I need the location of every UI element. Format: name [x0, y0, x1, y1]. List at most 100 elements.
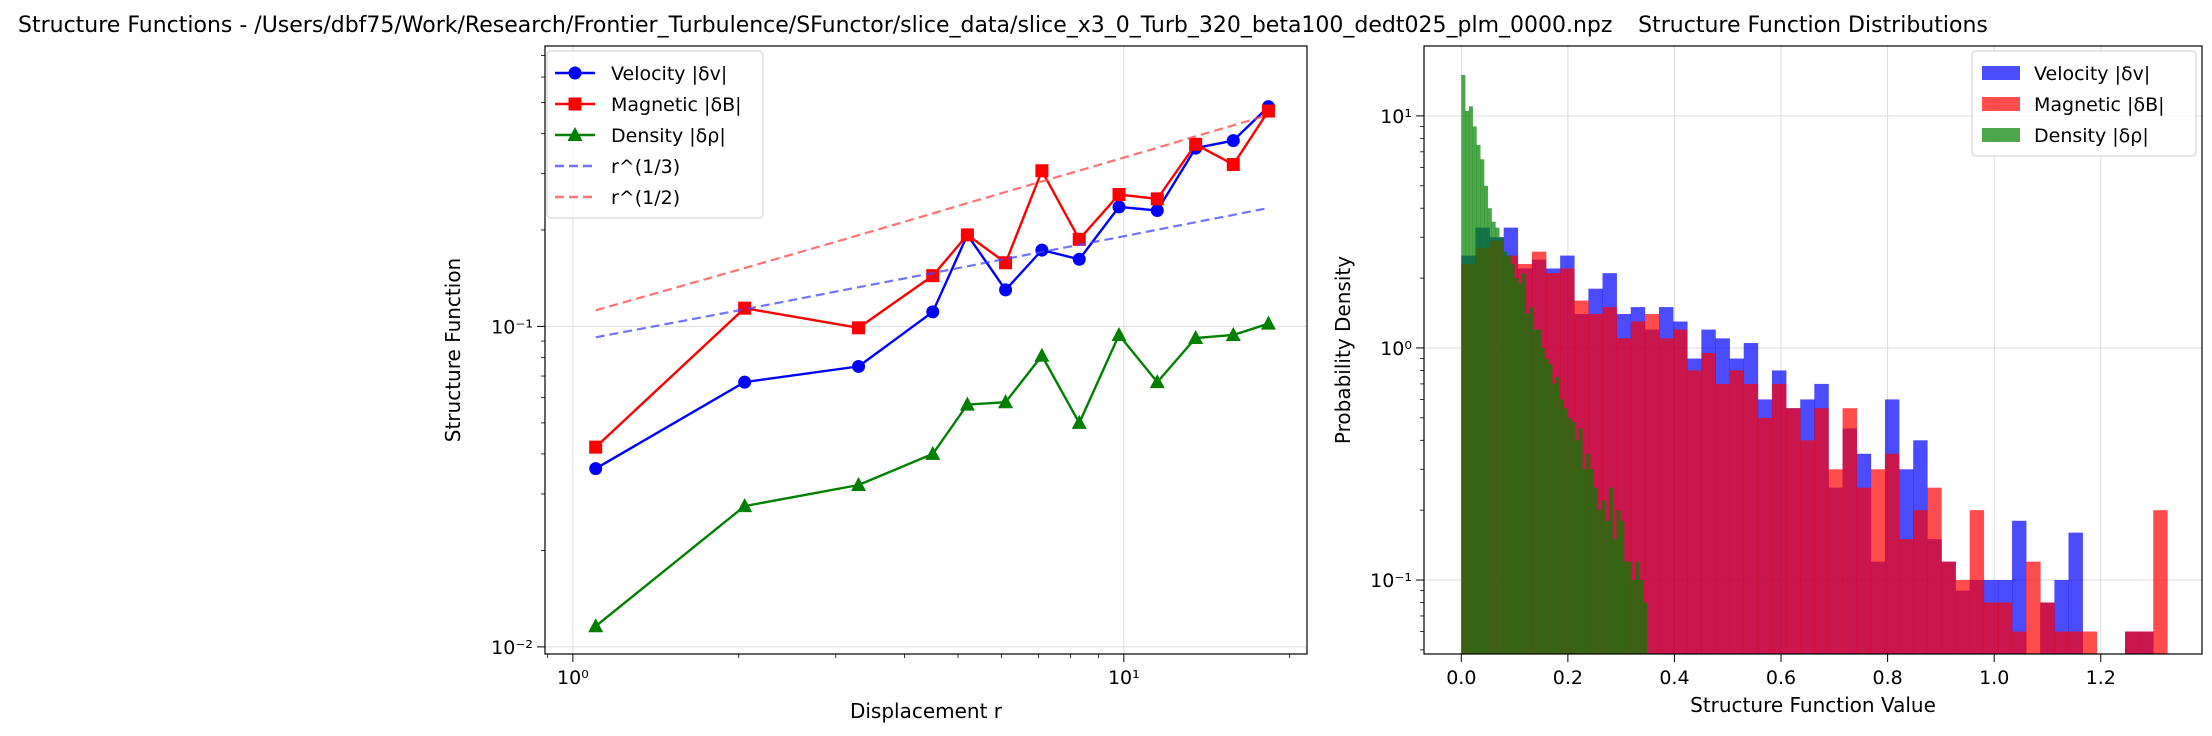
- bar-density: [1608, 487, 1613, 654]
- left-legend: Velocity |δv| Magnetic |δB| Density |δρ| r^…: [546, 50, 764, 219]
- legend-label-magnetic-b: Magnetic |δB|: [2034, 94, 2165, 116]
- point-density: [851, 476, 867, 491]
- bar-magnetic-b: [1659, 338, 1674, 654]
- bar-magnetic-b: [1941, 561, 1956, 654]
- point-magnetic-b: [1035, 164, 1049, 178]
- right-ticks: 0.0 0.2 0.4 0.6 0.8 1.0 1.2 10⁻¹ 10⁰ 10¹: [1370, 106, 2116, 689]
- right-xtick-label: 0.2: [1553, 667, 1583, 689]
- bar-density: [1571, 421, 1576, 654]
- right-xtick-label: 0.4: [1659, 667, 1689, 689]
- point-velocity-v: [852, 359, 866, 373]
- right-xtick-label: 1.2: [2086, 667, 2116, 689]
- legend-swatch-density: [1982, 128, 2020, 142]
- bar-magnetic-b: [2040, 602, 2055, 654]
- bar-magnetic-b: [2026, 561, 2041, 654]
- legend-label-r-1-3: r^(1/3): [611, 156, 680, 178]
- left-ylabel: Structure Function: [441, 258, 465, 442]
- bar-magnetic-b: [1955, 580, 1970, 654]
- bar-density: [1639, 580, 1644, 654]
- bar-density: [1616, 510, 1621, 654]
- legend-swatch-velocity-v: [1982, 66, 2020, 80]
- point-density: [1149, 374, 1165, 389]
- bar-magnetic-b: [1630, 321, 1646, 654]
- point-velocity-v: [999, 283, 1013, 297]
- point-magnetic-b: [1189, 137, 1203, 151]
- bar-magnetic-b: [1687, 370, 1702, 654]
- point-density: [959, 396, 975, 411]
- bar-magnetic-b: [2139, 631, 2154, 654]
- bar-density: [1536, 329, 1542, 654]
- bar-magnetic-b: [1927, 487, 1942, 654]
- bar-magnetic-b: [1997, 602, 2013, 654]
- point-velocity-v: [1035, 243, 1049, 257]
- point-density: [1111, 327, 1127, 342]
- bar-magnetic-b: [1814, 408, 1829, 654]
- point-velocity-v: [589, 462, 603, 476]
- bar-magnetic-b: [2125, 631, 2140, 654]
- bar-density: [1544, 358, 1549, 654]
- bar-density: [1559, 399, 1564, 654]
- right-xtick-label: 1.0: [1979, 667, 2009, 689]
- bar-density: [1514, 278, 1519, 654]
- bar-density: [1574, 440, 1579, 654]
- legend-marker-density: [567, 127, 583, 141]
- bar-magnetic-b: [1757, 417, 1773, 654]
- bar-magnetic-b: [1913, 510, 1928, 654]
- bar-density: [1642, 602, 1647, 654]
- legend-label-velocity-v: Velocity |δv|: [2034, 63, 2150, 85]
- bar-magnetic-b: [2153, 510, 2168, 654]
- legend-label-density: Density |δρ|: [611, 125, 726, 147]
- right-ytick-label: 10¹: [1380, 106, 1412, 128]
- point-density: [925, 445, 941, 460]
- left-plot-title: Structure Functions - /Users/dbf75/Work/…: [18, 13, 1612, 38]
- point-velocity-v: [1112, 200, 1126, 214]
- line-density: [594, 322, 1269, 628]
- right-plot-title: Structure Function Distributions: [1638, 13, 1988, 38]
- bar-density: [1631, 580, 1636, 654]
- point-velocity-v: [1226, 134, 1240, 148]
- point-velocity-v: [1072, 252, 1086, 266]
- legend-label-magnetic-b: Magnetic |δB|: [611, 94, 742, 116]
- bar-magnetic-b: [2082, 631, 2098, 654]
- point-velocity-v: [1150, 203, 1164, 217]
- left-grid: [545, 46, 1307, 654]
- line-r-1-2: [595, 113, 1269, 312]
- bar-density: [1597, 510, 1602, 654]
- bar-density: [1548, 364, 1553, 654]
- point-density: [998, 394, 1014, 409]
- point-velocity-v: [926, 305, 940, 319]
- point-density: [1225, 327, 1241, 342]
- right-plot-frame: [1423, 45, 2203, 655]
- bar-velocity-v: [2068, 532, 2083, 654]
- point-magnetic-b: [1150, 192, 1164, 206]
- bar-magnetic-b: [1644, 314, 1660, 654]
- bar-density: [1589, 469, 1595, 654]
- point-magnetic-b: [852, 321, 866, 335]
- left-series-layer: [588, 100, 1276, 633]
- point-magnetic-b: [1072, 232, 1086, 246]
- legend-swatch-magnetic-b: [1982, 97, 2020, 111]
- legend-label-density: Density |δρ|: [2034, 125, 2149, 147]
- bar-density: [1552, 383, 1557, 654]
- left-legend-box: [546, 50, 764, 219]
- bar-density: [1468, 106, 1473, 654]
- point-density: [1260, 315, 1276, 330]
- right-xtick-label: 0.6: [1766, 667, 1796, 689]
- bar-density: [1635, 561, 1640, 654]
- point-magnetic-b: [926, 269, 940, 283]
- right-series-layer: [1461, 75, 2168, 654]
- bar-magnetic-b: [1828, 469, 1843, 654]
- bar-density: [1506, 255, 1511, 654]
- bar-density: [1487, 208, 1492, 654]
- bar-density: [1563, 408, 1568, 654]
- bar-magnetic-b: [1899, 539, 1914, 654]
- point-magnetic-b: [738, 301, 752, 315]
- bar-density: [1465, 110, 1470, 654]
- bar-density: [1533, 329, 1538, 654]
- bar-magnetic-b: [2068, 631, 2083, 654]
- bar-density: [1612, 539, 1617, 654]
- legend-marker-magnetic-b: [568, 97, 582, 111]
- bar-magnetic-b: [1715, 383, 1730, 654]
- right-xtick-label: 0.0: [1446, 667, 1476, 689]
- point-velocity-v: [738, 375, 752, 389]
